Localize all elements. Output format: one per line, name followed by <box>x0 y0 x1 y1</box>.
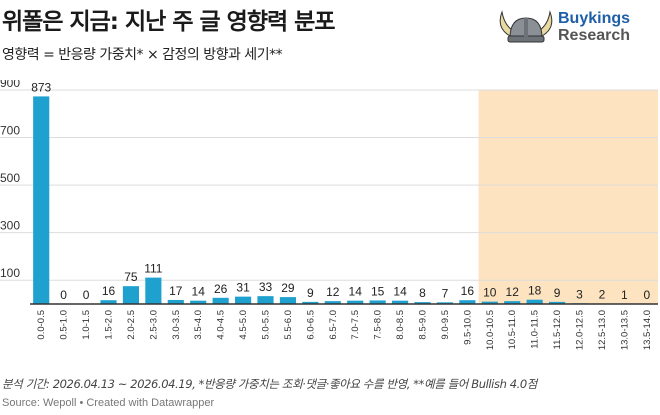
viking-helmet-icon <box>499 10 553 43</box>
x-tick-label: 11.0-11.5 <box>530 310 541 349</box>
bar-value-label: 2 <box>599 288 606 302</box>
x-tick-label: 4.5-5.0 <box>238 310 249 340</box>
x-tick-label: 4.0-4.5 <box>216 310 227 340</box>
bar-value-label: 29 <box>281 281 295 295</box>
y-tick-label: 900 <box>0 80 20 90</box>
bar-value-label: 18 <box>528 284 542 298</box>
bar-value-label: 15 <box>371 284 385 298</box>
x-tick-label: 6.0-6.5 <box>305 310 316 340</box>
x-tick-label: 2.0-2.5 <box>126 310 137 340</box>
bar <box>481 301 498 304</box>
bar-value-label: 1 <box>621 288 628 302</box>
bar <box>369 300 386 304</box>
bar-value-label: 9 <box>554 286 561 300</box>
x-tick-label: 5.5-6.0 <box>283 310 294 340</box>
bar-value-label: 0 <box>643 288 650 302</box>
bar <box>504 301 521 304</box>
x-tick-label: 3.5-4.0 <box>193 310 204 340</box>
bar-value-label: 8 <box>419 286 426 300</box>
page-title: 위폴은 지금: 지난 주 글 영향력 분포 <box>2 9 335 35</box>
x-tick-label: 10.5-11.0 <box>507 310 518 349</box>
x-tick-label: 1.5-2.0 <box>104 310 115 340</box>
x-tick-label: 8.5-9.0 <box>418 310 429 340</box>
bar-value-label: 26 <box>214 282 228 296</box>
x-tick-label: 1.0-1.5 <box>81 310 92 340</box>
y-tick-label: 300 <box>0 219 20 233</box>
x-tick-label: 8.0-8.5 <box>395 310 406 340</box>
bar <box>324 301 341 304</box>
x-tick-label: 12.5-13.0 <box>597 310 608 350</box>
bar-value-label: 75 <box>124 270 138 284</box>
logo-line2: Research <box>558 27 631 44</box>
y-tick-label: 500 <box>0 171 20 185</box>
logo-line1: Buykings <box>558 10 631 27</box>
bar <box>279 297 297 304</box>
bar-value-label: 14 <box>393 285 407 299</box>
x-tick-label: 7.5-8.0 <box>373 310 384 340</box>
bar-value-label: 17 <box>169 284 183 298</box>
bar <box>302 301 319 304</box>
bar-value-label: 12 <box>506 285 520 299</box>
x-tick-label: 0.0-0.5 <box>36 310 47 340</box>
bar-value-label: 14 <box>349 285 363 299</box>
x-tick-label: 10.0-10.5 <box>485 310 496 350</box>
bar <box>548 301 566 304</box>
footer-source: Source: Wepoll • Created with Datawrappe… <box>2 397 215 409</box>
bar <box>257 296 274 304</box>
bar <box>167 299 184 304</box>
x-tick-label: 12.0-12.5 <box>575 310 586 350</box>
bar <box>436 302 454 304</box>
x-tick-label: 9.5-10.0 <box>462 310 473 345</box>
bar <box>100 300 117 304</box>
x-tick-label: 2.5-3.0 <box>148 310 159 340</box>
bar-value-label: 0 <box>83 288 90 302</box>
bar <box>414 302 431 304</box>
bar <box>459 300 476 304</box>
bar-value-label: 0 <box>60 288 67 302</box>
bar <box>347 300 364 304</box>
highlight-band <box>478 90 658 304</box>
y-tick-label: 100 <box>0 266 20 280</box>
bar <box>33 96 50 304</box>
bar <box>212 297 229 304</box>
x-tick-label: 6.5-7.0 <box>328 310 339 340</box>
footer-note: 분석 기간: 2026.04.13 ~ 2026.04.19, *반응량 가중치… <box>2 377 537 391</box>
bar <box>122 286 140 304</box>
bar-value-label: 873 <box>31 80 51 94</box>
bar-value-label: 12 <box>326 285 340 299</box>
x-tick-label: 5.0-5.5 <box>261 310 272 340</box>
x-tick-label: 7.0-7.5 <box>350 310 361 340</box>
x-tick-label: 3.0-3.5 <box>171 310 182 340</box>
bar-value-label: 16 <box>461 284 475 298</box>
bar-value-label: 7 <box>442 286 449 300</box>
bar-value-label: 3 <box>576 287 583 301</box>
bar <box>391 300 409 304</box>
chart-subtitle: 영향력 = 반응량 가중치* × 감정의 방향과 세기** <box>2 47 283 63</box>
y-tick-label: 700 <box>0 124 20 138</box>
brand-logo: Buykings Research <box>496 8 660 48</box>
bar-value-label: 31 <box>236 281 250 295</box>
bar-value-label: 14 <box>192 285 206 299</box>
bar <box>190 300 207 304</box>
x-tick-label: 13.5-14.0 <box>642 310 653 350</box>
x-tick-label: 13.0-13.5 <box>619 310 630 350</box>
x-tick-label: 11.5-12.0 <box>552 310 563 349</box>
bar-value-label: 111 <box>144 262 163 276</box>
bar <box>526 299 543 304</box>
bar-value-label: 33 <box>259 280 273 294</box>
x-tick-label: 0.5-1.0 <box>59 310 70 340</box>
bar <box>234 296 252 304</box>
bar-value-label: 10 <box>483 286 497 300</box>
bar-value-label: 9 <box>307 286 314 300</box>
x-tick-label: 9.0-9.5 <box>440 310 451 340</box>
bar-value-label: 16 <box>102 284 116 298</box>
bar <box>145 277 162 304</box>
